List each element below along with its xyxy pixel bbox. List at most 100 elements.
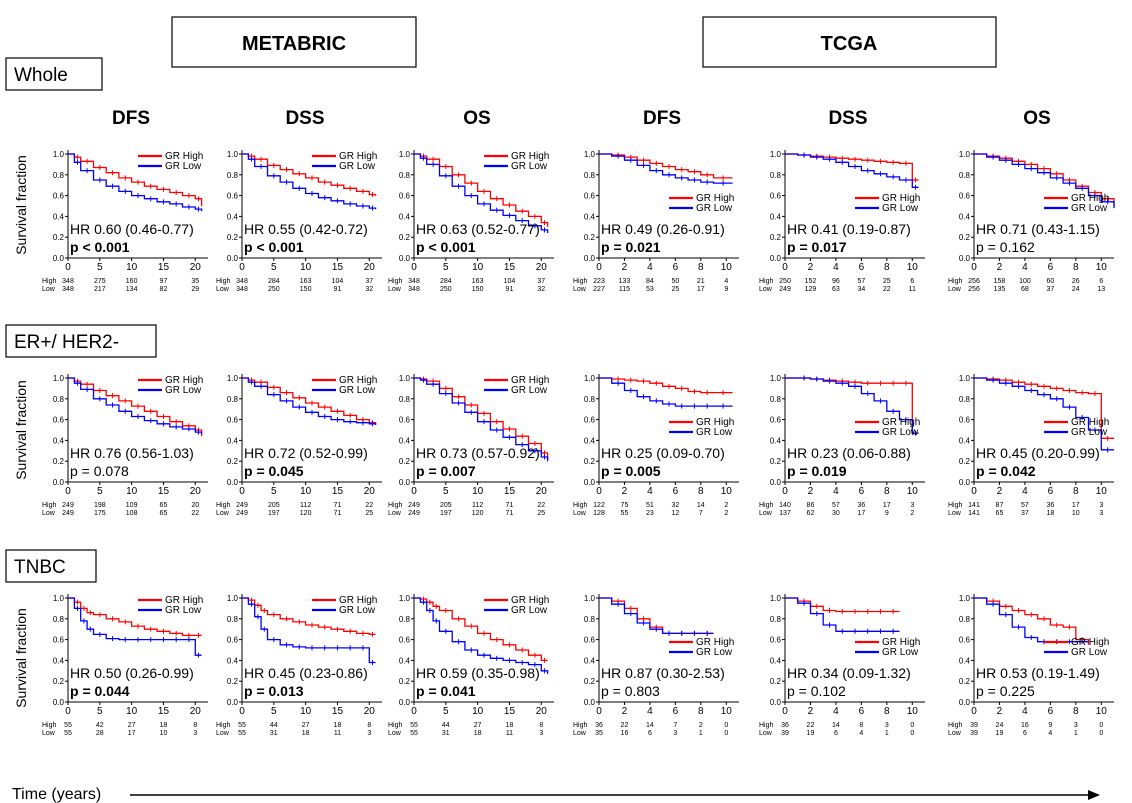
risk-count-low: 30 [832,510,840,517]
risk-count-high: 42 [96,722,104,729]
risk-count-low: 128 [593,510,605,517]
risk-count-high: 163 [472,278,484,285]
y-tick-label: 0.6 [770,416,782,425]
risk-count-low: 29 [191,286,199,293]
risk-count-low: 55 [238,730,246,737]
panel-title: DFS [643,108,681,129]
km-curve-gr-low [414,597,549,674]
y-tick-label: 0.0 [53,478,65,487]
risk-count-low: 55 [410,730,418,737]
risk-count-high: 152 [805,278,817,285]
y-tick-label: 0.0 [227,698,239,707]
x-tick-label: 10 [300,486,312,497]
x-tick-label: 6 [673,486,679,497]
risk-count-low: 39 [970,730,978,737]
risk-label-low: Low [388,730,402,737]
km-curve-gr-low [599,597,714,635]
risk-label-low: Low [573,730,587,737]
y-tick-label: 0.4 [770,212,782,221]
risk-count-low: 31 [442,730,450,737]
risk-count-low: 18 [474,730,482,737]
risk-count-low: 17 [128,730,136,737]
risk-count-low: 2 [910,510,914,517]
y-tick-label: 0.2 [53,457,65,466]
x-tick-label: 15 [332,706,344,717]
p-value: p = 0.162 [976,239,1035,255]
risk-count-high: 249 [236,502,248,509]
hazard-ratio: HR 0.76 (0.56-1.03) [70,445,194,461]
legend-label-low: GR Low [165,605,202,616]
y-tick-label: 0.4 [53,212,65,221]
x-tick-label: 6 [1048,706,1054,717]
risk-count-low: 348 [236,286,248,293]
risk-count-high: 17 [883,502,891,509]
hazard-ratio: HR 0.34 (0.09-1.32) [787,665,911,681]
risk-count-low: 19 [996,730,1004,737]
x-tick-label: 15 [504,706,516,717]
risk-count-low: 22 [191,510,199,517]
risk-count-high: 75 [621,502,629,509]
risk-count-low: 11 [909,286,916,293]
y-tick-label: 0.0 [227,254,239,263]
risk-count-low: 6 [834,730,838,737]
y-axis-label-row2: Survival fraction [13,380,29,480]
y-axis-label-row3: Survival fraction [13,608,29,708]
risk-label-low: Low [573,286,587,293]
x-tick-label: 10 [1096,486,1108,497]
x-tick-label: 0 [65,262,71,273]
x-tick-label: 0 [971,262,977,273]
x-tick-label: 10 [1096,262,1108,273]
y-tick-label: 0.6 [227,636,239,645]
x-tick-label: 0 [239,486,245,497]
x-tick-label: 10 [126,486,138,497]
risk-count-high: 158 [994,278,1006,285]
legend-label-high: GR High [511,375,549,386]
y-tick-label: 1.0 [399,150,411,159]
p-value: p = 0.007 [416,463,476,479]
risk-label-high: High [216,502,231,509]
y-tick-label: 0.2 [53,233,65,242]
risk-count-low: 13 [1097,286,1105,293]
risk-count-low: 11 [334,730,341,737]
y-tick-label: 0.0 [770,478,782,487]
risk-count-low: 10 [160,730,168,737]
x-tick-label: 6 [859,706,865,717]
x-axis-label: Time (years) [12,786,101,803]
risk-count-high: 7 [673,722,677,729]
p-value: p = 0.045 [244,463,304,479]
risk-label-high: High [948,722,963,729]
x-tick-label: 2 [622,706,628,717]
risk-count-high: 35 [191,278,199,285]
risk-count-high: 39 [970,722,978,729]
x-tick-label: 6 [859,262,865,273]
y-tick-label: 1.0 [227,374,239,383]
risk-count-low: 19 [807,730,815,737]
risk-count-low: 141 [968,510,980,517]
risk-label-low: Low [388,286,402,293]
x-tick-label: 5 [97,262,103,273]
risk-count-high: 14 [832,722,840,729]
risk-count-low: 11 [506,730,513,737]
risk-count-high: 50 [671,278,679,285]
risk-count-low: 65 [996,510,1004,517]
y-tick-label: 0.2 [227,677,239,686]
x-tick-label: 0 [596,486,602,497]
risk-label-low: Low [759,510,773,517]
x-tick-label: 15 [158,706,170,717]
y-tick-label: 1.0 [53,374,65,383]
risk-label-high: High [759,722,774,729]
y-tick-label: 0.4 [227,656,239,665]
y-tick-label: 0.2 [959,677,971,686]
risk-count-low: 55 [64,730,72,737]
y-tick-label: 0.4 [227,212,239,221]
risk-count-low: 256 [968,286,980,293]
risk-count-low: 10 [1072,510,1080,517]
x-tick-label: 20 [364,262,376,273]
risk-count-high: 275 [94,278,106,285]
risk-count-high: 6 [1099,278,1103,285]
x-tick-label: 0 [782,486,788,497]
y-tick-label: 0.2 [399,457,411,466]
